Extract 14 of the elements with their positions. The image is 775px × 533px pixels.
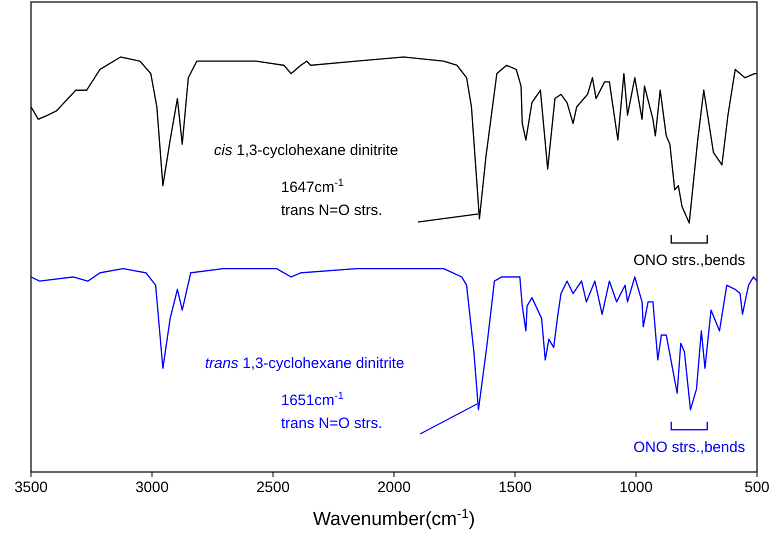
text: trans 1,3-cyclohexane dinitrite	[205, 355, 404, 372]
x-tick-label: 500	[744, 479, 770, 496]
text: 1651cm$^{-1}$ trans N=O strs.	[281, 390, 382, 432]
text: 1647cm$^{-1}$ trans N=O strs.	[281, 177, 382, 219]
x-axis-title: Wavenumber(cm$^{-1}$)	[312, 506, 476, 530]
x-tick-label: 1500	[498, 479, 532, 496]
text: cis 1,3-cyclohexane dinitrite	[214, 142, 398, 159]
annotation: ONO strs.,bends	[633, 252, 746, 269]
x-tick-label: 3500	[14, 479, 48, 496]
x-tick-label: 3000	[135, 479, 169, 496]
annotation: ONO strs.,bends	[633, 438, 746, 456]
x-tick-label: 1000	[619, 479, 653, 496]
x-tick-label: 2000	[377, 479, 411, 496]
x-tick-label: 2500	[256, 479, 290, 496]
